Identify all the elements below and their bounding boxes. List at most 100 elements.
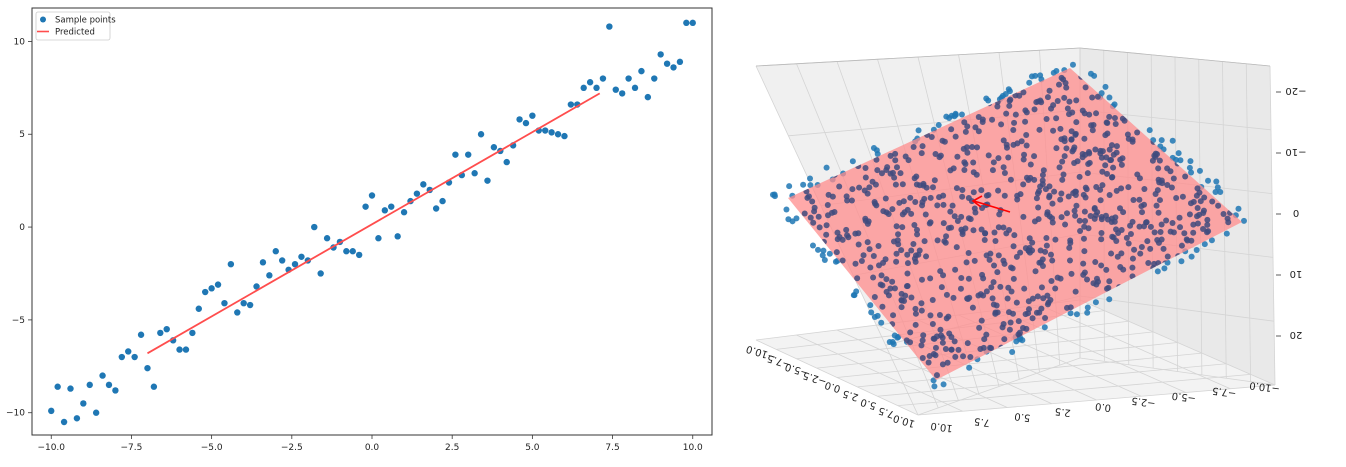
data-point-3d [1057,196,1064,203]
data-point-3d [1020,181,1027,188]
data-point-3d [916,182,923,189]
data-point [208,285,215,292]
data-point-3d [875,242,882,249]
data-point-3d [803,188,810,195]
data-point-3d [931,177,938,184]
data-point-3d [1043,234,1050,241]
data-point-3d [1020,156,1027,163]
data-point-3d [1066,98,1073,105]
data-point-3d [1022,118,1029,125]
data-point [355,251,363,259]
data-point [349,248,356,255]
data-point-3d [864,220,871,227]
data-point-3d [878,170,885,177]
data-point-3d [1035,188,1042,195]
data-point-3d [994,269,1001,276]
data-point-3d [1057,125,1064,132]
grid-line [1079,295,1275,322]
data-point-3d [1127,231,1134,238]
data-point-3d [866,184,873,191]
data-point [323,235,331,242]
data-point-3d [1061,138,1068,145]
data-point [86,381,93,389]
data-point-3d [1155,165,1162,172]
data-point-3d [1104,285,1111,292]
data-point-3d [1039,181,1046,188]
data-point-3d [893,250,900,257]
data-point [48,407,55,415]
data-point-3d [987,250,994,257]
data-point-3d [898,304,905,311]
data-point-3d [1156,197,1163,204]
data-point-3d [910,143,917,150]
data-point [214,281,222,288]
data-point [465,151,472,158]
data-point [689,19,696,27]
data-point [234,309,241,316]
data-point [618,90,626,97]
data-point [599,75,607,82]
data-point-3d [978,317,985,324]
data-point [676,58,684,66]
data-point-3d [983,288,990,295]
data-point-3d [874,312,881,319]
y-tick-label: 10 [14,37,26,47]
data-point-3d [1188,253,1195,260]
data-point-3d [1016,329,1023,336]
data-point-3d [1031,153,1038,160]
data-point-3d [1118,227,1125,234]
data-point-3d [1023,325,1030,332]
data-point-3d [882,195,889,202]
data-point-3d [989,295,996,302]
data-point-3d [1044,94,1051,101]
data-point-3d [913,226,920,233]
data-point [240,299,247,307]
data-point-3d [1003,110,1010,117]
data-point-3d [819,252,826,259]
data-point-3d [1022,107,1029,114]
data-point [651,75,658,82]
data-point-3d [918,342,925,349]
plot-area [31,7,713,436]
data-point-3d [1007,96,1014,103]
data-point-3d [894,237,901,244]
y-tick-label-3d: 7.5 [877,404,895,419]
data-point-3d [952,266,959,273]
data-point-3d [891,332,898,339]
data-point [182,346,190,353]
data-point [606,23,613,30]
data-point-3d [831,208,838,215]
data-point-3d [789,218,796,225]
data-point-3d [878,272,885,279]
data-point-3d [1118,161,1125,168]
data-point-3d [1093,110,1100,117]
data-point-3d [922,211,929,218]
data-point-3d [1025,247,1032,254]
data-point-3d [889,169,896,176]
data-point-3d [899,181,906,188]
data-point [278,257,286,264]
data-point-3d [1177,224,1184,231]
data-point-3d [1088,122,1095,129]
data-point-3d [990,279,997,286]
data-point-3d [1081,248,1088,255]
data-point [246,301,254,309]
data-point-3d [1081,208,1088,215]
data-point-3d [1136,223,1143,230]
data-point-3d [1092,259,1099,266]
data-point-3d [1224,215,1231,222]
x-tick-label-3d: −5.0 [1171,390,1196,404]
data-point-3d [1194,213,1201,220]
data-point-3d [1186,211,1193,218]
data-point-3d [925,359,932,366]
data-point-3d [1006,326,1013,333]
data-point-3d [856,184,863,191]
data-point-3d [965,249,972,256]
data-point-3d [912,258,919,265]
data-point-3d [1175,150,1182,157]
data-point-3d [975,292,982,299]
data-point-3d [921,195,928,202]
data-point-3d [1190,229,1197,236]
data-point-3d [1010,141,1017,148]
data-point-3d [893,164,900,171]
